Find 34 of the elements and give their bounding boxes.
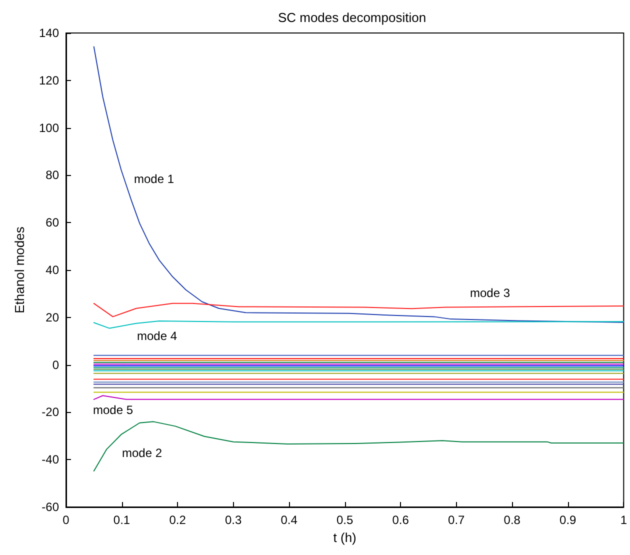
- x-tick-label: 0.6: [392, 513, 410, 527]
- series-label: mode 5: [93, 403, 134, 417]
- line-series: [93, 46, 624, 323]
- x-tick-label: 0.5: [336, 513, 354, 527]
- y-tick-label: 140: [38, 26, 60, 40]
- x-tick-label: 0.8: [504, 513, 521, 527]
- x-tick-label: 0.3: [224, 513, 242, 527]
- y-tick-label: -20: [42, 405, 60, 420]
- x-tick-label: 0: [62, 513, 70, 527]
- series-label: mode 2: [122, 446, 162, 460]
- y-tick-label: 0: [52, 358, 60, 372]
- y-tick-label: 20: [46, 310, 60, 324]
- y-tick-label: 80: [46, 168, 60, 182]
- x-tick-label: 0.4: [280, 513, 298, 527]
- line-series: [93, 421, 624, 472]
- y-tick-label: 60: [46, 216, 60, 230]
- y-axis-title: Ethanol modes: [12, 226, 27, 314]
- y-tick-label: 100: [38, 120, 60, 135]
- y-tick-label: 40: [46, 263, 60, 277]
- y-tick-label: -40: [42, 452, 60, 467]
- series-label: mode 3: [470, 286, 510, 300]
- y-tick-label: -60: [42, 500, 60, 514]
- x-tick-label: 0.7: [448, 513, 466, 527]
- line-series: [93, 320, 624, 329]
- x-tick-label: 0.1: [113, 513, 130, 527]
- x-tick-label: 0.9: [560, 513, 577, 527]
- x-tick-label: 1: [620, 513, 628, 527]
- series-label: mode 1: [134, 172, 174, 186]
- line-series: [93, 302, 624, 318]
- x-axis-title: t (h): [333, 530, 356, 545]
- y-tick-label: 120: [38, 73, 60, 88]
- series-label: mode 4: [137, 329, 178, 343]
- x-tick-label: 0.2: [169, 513, 186, 527]
- chart-title: SC modes decomposition: [278, 10, 426, 25]
